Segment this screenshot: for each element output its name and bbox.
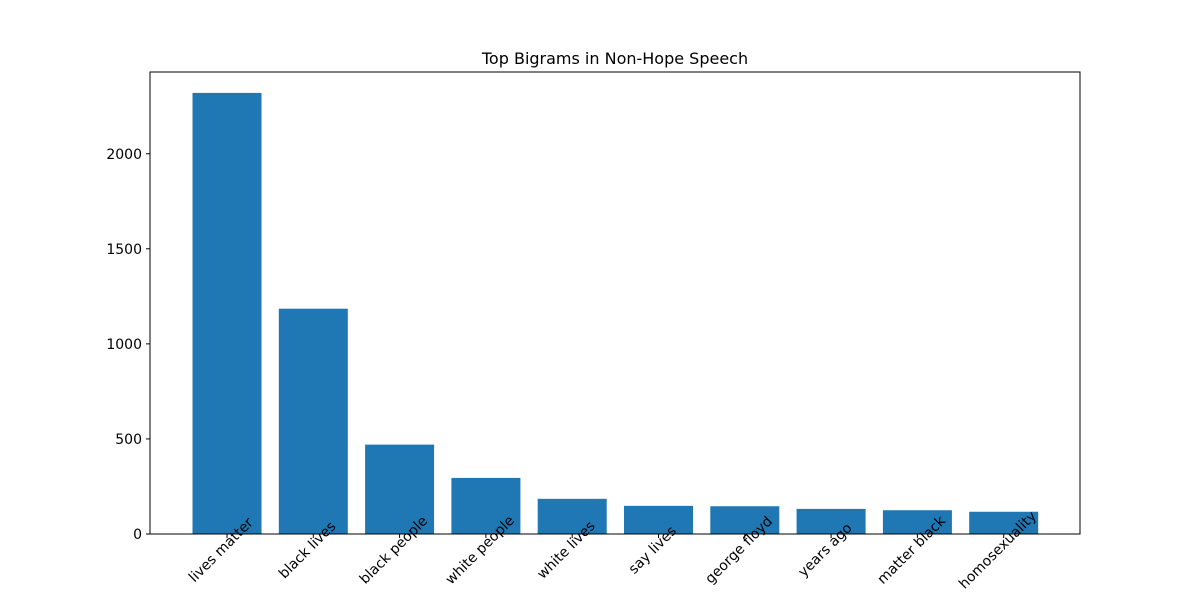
- bar-homosexuality: [969, 511, 1039, 534]
- bar-white-people: [451, 477, 521, 534]
- y-tick-label: 2000: [106, 147, 142, 163]
- plot-frame: [149, 71, 1081, 535]
- y-tick-label: 500: [115, 432, 142, 448]
- bar-black-people: [365, 444, 435, 534]
- bar-white-lives: [537, 498, 607, 534]
- bar-say-lives: [624, 505, 693, 534]
- chart-title: Top Bigrams in Non-Hope Speech: [481, 49, 748, 68]
- y-tick-label: 1500: [106, 242, 142, 258]
- y-tick-label: 0: [133, 527, 142, 543]
- bar-years-ago: [796, 508, 866, 534]
- bar-lives-matter: [192, 92, 262, 534]
- y-tick-label: 1000: [106, 337, 142, 353]
- y-axis: 0 500 1000 1500 2000: [106, 147, 150, 543]
- bar-george-floyd: [710, 506, 780, 534]
- bar-black-lives: [278, 308, 348, 534]
- bars-group: [192, 92, 1039, 534]
- bar-matter-black: [882, 510, 952, 534]
